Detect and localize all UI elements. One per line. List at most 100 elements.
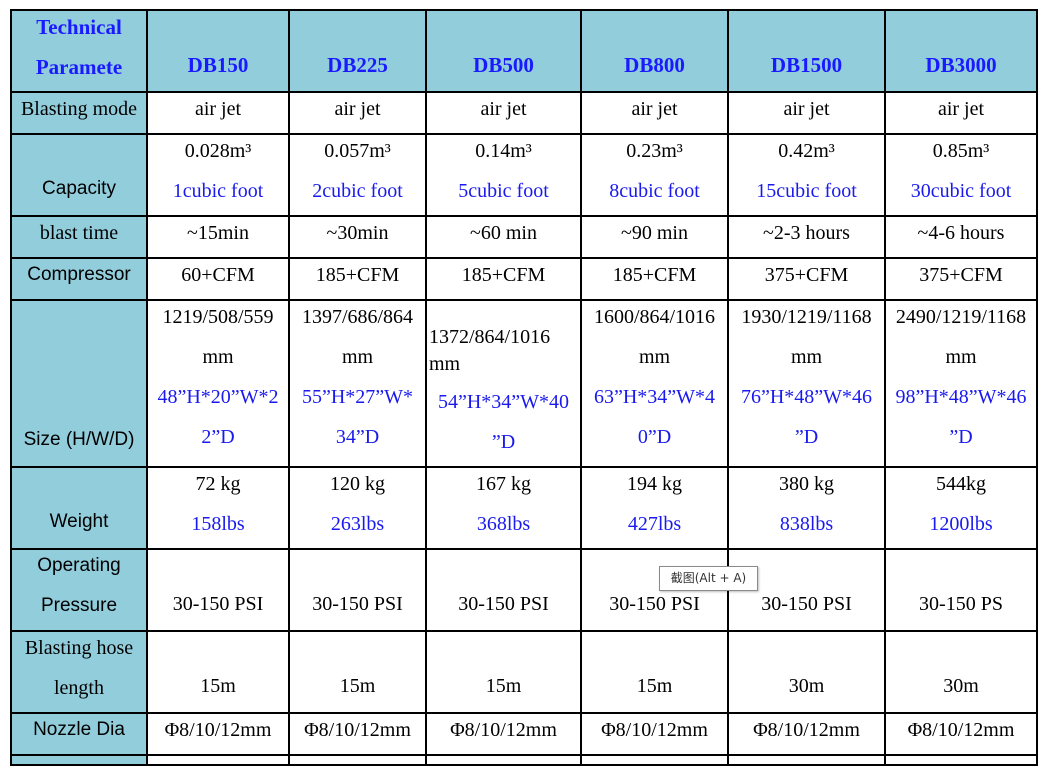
row-label: Nozzle Dia (33, 719, 125, 740)
value-cell: 1219/508/559 mm 48”H*20”W*2 2”D (146, 299, 290, 468)
cell-content: 375+CFM (730, 260, 883, 295)
table-row: Weight 72 kg 158lbs 120 kg 263lbs 167 kg 368lb… (10, 466, 1038, 550)
cell-content: Φ8/10/12mm (291, 715, 424, 750)
cell-content: ~60 min (428, 218, 579, 253)
cell-content: 1600/864/1016 mm 63”H*34”W*4 0”D (583, 302, 726, 457)
cell-content: Capacity (13, 169, 145, 209)
metric-value: 1397/686/864 (301, 306, 414, 328)
cell-content: DB150 (149, 45, 287, 85)
cell-content: 375+CFM (887, 260, 1035, 295)
value-cell: 120 kg 263lbs (288, 466, 427, 550)
metric-value: 375+CFM (919, 264, 1003, 286)
metric-value: 30-150 PSI (312, 593, 403, 615)
cell-content: DB1500 (730, 45, 883, 85)
metric-value: 30-150 PS (919, 593, 1003, 615)
imperial-value: ”D (794, 426, 819, 448)
value-cell: 30-150 PSI (288, 548, 427, 632)
value-cell: 15m (288, 630, 427, 714)
model-name: DB800 (624, 53, 685, 77)
cell-content: air jet (730, 94, 883, 129)
cell-content: Nozzle Dia (13, 715, 145, 750)
metric-value: Φ8/10/12mm (753, 719, 860, 741)
metric-value: air jet (783, 98, 830, 120)
metric-value: 30-150 PSI (609, 593, 700, 615)
value-cell: 30-150 PSI (425, 548, 582, 632)
value-cell: Φ8/10/12mm (727, 712, 886, 756)
header-parameter-cell: Technical Paramete (10, 9, 148, 93)
cell-content: 0.23m³ 8cubic foot (583, 136, 726, 211)
imperial-value: 30cubic foot (910, 180, 1012, 202)
cell-content: 30m (730, 666, 883, 706)
table-row: blast time ~15min ~30min ~60 min ~90 min ~2-3… (10, 215, 1038, 259)
metric-value: ~15min (187, 222, 249, 244)
metric-value: 375+CFM (764, 264, 849, 286)
cell-content: Φ8/10/12mm (149, 715, 287, 750)
cell-content: ~15min (149, 218, 287, 253)
metric-value: 30-150 PSI (761, 593, 852, 615)
value-cell: 380 kg 838lbs (727, 466, 886, 550)
imperial-value: 0”D (637, 426, 672, 448)
header-row: Technical Paramete DB150 DB225 DB500 DB800 DB1… (10, 9, 1038, 93)
metric-value: 0.23m³ (626, 140, 683, 162)
value-cell: 375+CFM (727, 257, 886, 301)
cell-content: 380 kg 838lbs (730, 469, 883, 544)
metric-value: ~30min (326, 222, 389, 244)
row-label-cell: Capacity (10, 133, 148, 217)
value-cell: air jet (425, 91, 582, 135)
cell-content: 60+CFM (149, 260, 287, 295)
cell-content: 15m (583, 666, 726, 706)
model-name: DB500 (473, 53, 534, 77)
value-cell: air jet (288, 91, 427, 135)
value-cell: ~15min (146, 215, 290, 259)
imperial-value: 1200lbs (929, 513, 993, 535)
metric-value: 1930/1219/1168 (741, 306, 872, 328)
value-cell: ~30min (288, 215, 427, 259)
value-cell: ~90 min (580, 215, 729, 259)
value-cell: ~4-6 hours (884, 215, 1038, 259)
value-cell: 60+CFM (146, 257, 290, 301)
cell-content: 30-150 PS (887, 584, 1035, 624)
header-model-cell: DB1500 (727, 9, 886, 93)
table-row: Operating Pressure 30-150 PSI 30-150 PSI 30-… (10, 548, 1038, 632)
metric-value: air jet (480, 98, 527, 120)
imperial-value: 158lbs (191, 513, 245, 535)
metric-value: ~4-6 hours (917, 222, 1005, 244)
imperial-value: 55”H*27”W* (301, 386, 414, 408)
cell-content: Φ8/10/12mm (428, 715, 579, 750)
metric-value: mm (202, 346, 234, 368)
header-model-cell: DB3000 (884, 9, 1038, 93)
imperial-value: 368lbs (476, 513, 531, 535)
imperial-value: 838lbs (779, 513, 834, 535)
cell-content: air jet (428, 94, 579, 129)
imperial-value: 2cubic foot (312, 180, 403, 202)
row-label: blast time (39, 222, 119, 244)
model-name: DB3000 (925, 53, 997, 77)
cell-content: 0.028m³ 1cubic foot (149, 136, 287, 211)
imperial-value: 34”D (335, 426, 380, 448)
cell-content: 0.42m³ 15cubic foot (730, 136, 883, 211)
value-cell: 30-150 PSI (146, 548, 290, 632)
cell-content: 1219/508/559 mm 48”H*20”W*2 2”D (149, 302, 287, 457)
metric-value: 60+CFM (181, 264, 255, 286)
metric-value: 30m (788, 675, 825, 697)
metric-value: 15m (339, 675, 376, 697)
cell-content: ~30min (291, 218, 424, 253)
cell-content: 185+CFM (291, 260, 424, 295)
header-model-cell: DB225 (288, 9, 427, 93)
value-cell: 0.23m³ 8cubic foot (580, 133, 729, 217)
value-cell: 0.42m³ 15cubic foot (727, 133, 886, 217)
value-cell: 1930/1219/1168 mm 76”H*48”W*46 ”D (727, 299, 886, 468)
spec-table: Technical Paramete DB150 DB225 DB500 DB800 DB1… (10, 9, 1038, 766)
metric-value: 185+CFM (461, 264, 546, 286)
metric-value: ~60 min (470, 222, 537, 244)
value-cell: 167 kg 368lbs (425, 466, 582, 550)
cell-content: 544kg 1200lbs (887, 469, 1035, 544)
value-cell: Φ8/10/12mm (425, 712, 582, 756)
value-cell: 1600/864/1016 mm 63”H*34”W*4 0”D (580, 299, 729, 468)
imperial-value: 2”D (201, 426, 235, 448)
table-row: Compressor 60+CFM 185+CFM 185+CFM 185+CFM 375… (10, 257, 1038, 301)
imperial-value: 98”H*48”W*46 (895, 386, 1027, 408)
row-label: Size (H/W/D) (23, 429, 135, 450)
value-cell: 185+CFM (580, 257, 729, 301)
imperial-value: 54”H*34”W*40 (437, 391, 570, 413)
